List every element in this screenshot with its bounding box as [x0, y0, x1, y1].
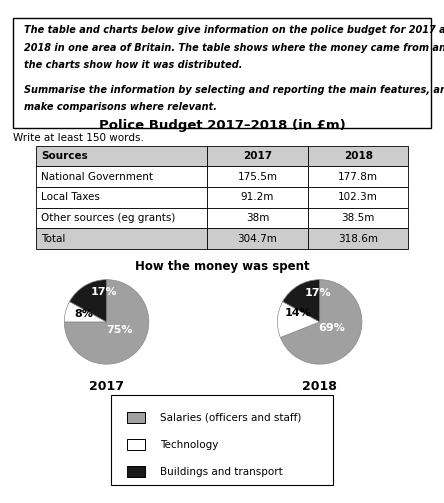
- Text: 17%: 17%: [91, 287, 118, 297]
- Text: 14%: 14%: [284, 308, 311, 317]
- Text: National Government: National Government: [41, 172, 153, 182]
- Bar: [36, 166, 207, 187]
- Bar: [207, 166, 308, 187]
- Wedge shape: [283, 280, 320, 322]
- Text: How the money was spent: How the money was spent: [135, 260, 309, 273]
- Text: Summarise the information by selecting and reporting the main features, and: Summarise the information by selecting a…: [24, 85, 444, 95]
- Text: Write at least 150 words.: Write at least 150 words.: [13, 133, 144, 143]
- Text: Buildings and transport: Buildings and transport: [160, 467, 282, 477]
- Bar: [308, 166, 408, 187]
- Text: Sources: Sources: [41, 151, 88, 161]
- Text: 304.7m: 304.7m: [238, 234, 278, 243]
- Text: 2018: 2018: [302, 380, 337, 393]
- Text: Police Budget 2017–2018 (in £m): Police Budget 2017–2018 (in £m): [99, 120, 345, 132]
- Text: Other sources (eg grants): Other sources (eg grants): [41, 213, 175, 223]
- Text: The table and charts below give information on the police budget for 2017 and: The table and charts below give informat…: [24, 25, 444, 35]
- Bar: [308, 187, 408, 208]
- Text: 175.5m: 175.5m: [238, 172, 278, 182]
- Bar: [207, 146, 308, 166]
- Text: 2017: 2017: [89, 380, 124, 393]
- Bar: [36, 187, 207, 208]
- Wedge shape: [64, 280, 149, 364]
- Text: 91.2m: 91.2m: [241, 193, 274, 202]
- Text: 8%: 8%: [74, 309, 93, 319]
- Text: 38m: 38m: [246, 213, 269, 223]
- Text: make comparisons where relevant.: make comparisons where relevant.: [24, 102, 217, 112]
- Bar: [127, 466, 145, 477]
- Text: Technology: Technology: [160, 440, 218, 450]
- Bar: [207, 208, 308, 228]
- Bar: [127, 412, 145, 423]
- Text: 38.5m: 38.5m: [341, 213, 375, 223]
- Text: 2018: 2018: [344, 151, 373, 161]
- Text: the charts show how it was distributed.: the charts show how it was distributed.: [24, 60, 242, 69]
- FancyBboxPatch shape: [13, 18, 431, 128]
- Text: 177.8m: 177.8m: [338, 172, 378, 182]
- Bar: [308, 208, 408, 228]
- Bar: [36, 228, 207, 249]
- Bar: [127, 439, 145, 450]
- Bar: [207, 187, 308, 208]
- Text: Local Taxes: Local Taxes: [41, 193, 100, 202]
- Text: 69%: 69%: [318, 323, 345, 333]
- Text: 2017: 2017: [243, 151, 272, 161]
- Wedge shape: [70, 280, 107, 322]
- Bar: [36, 146, 207, 166]
- Bar: [308, 146, 408, 166]
- Text: 17%: 17%: [304, 288, 331, 298]
- Wedge shape: [278, 302, 320, 338]
- Wedge shape: [281, 280, 362, 364]
- Text: 102.3m: 102.3m: [338, 193, 378, 202]
- Bar: [207, 228, 308, 249]
- Bar: [308, 228, 408, 249]
- Text: 75%: 75%: [106, 325, 132, 336]
- Bar: [36, 208, 207, 228]
- Text: Salaries (officers and staff): Salaries (officers and staff): [160, 412, 301, 423]
- Text: Total: Total: [41, 234, 65, 243]
- Text: 318.6m: 318.6m: [338, 234, 378, 243]
- Wedge shape: [64, 302, 107, 322]
- Text: 2018 in one area of Britain. The table shows where the money came from and: 2018 in one area of Britain. The table s…: [24, 43, 444, 52]
